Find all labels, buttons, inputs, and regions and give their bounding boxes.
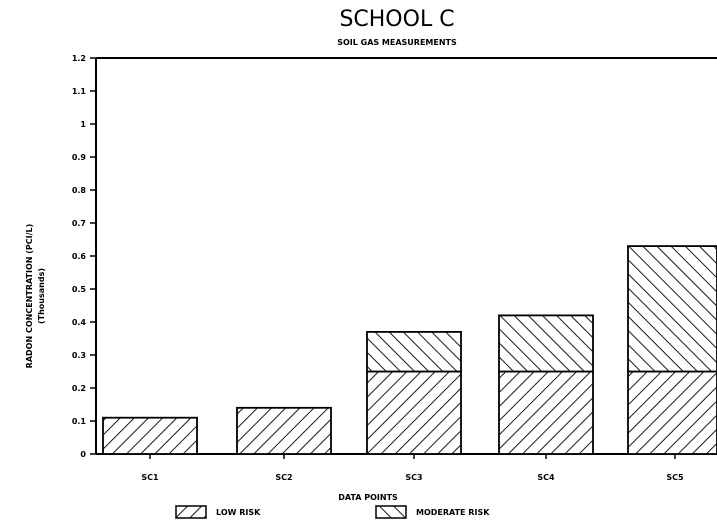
bar-sc5-low-risk [627, 370, 717, 455]
y-tick-label: 1 [80, 120, 86, 129]
chart-title: SCHOOL C [339, 7, 454, 32]
bar-sc4-moderate-risk [498, 314, 594, 373]
bar-sc3-low-risk [366, 370, 462, 455]
y-tick-label: 0.7 [72, 219, 86, 228]
y-tick-label: 0.1 [72, 417, 87, 426]
y-tick-label: 0.8 [72, 186, 87, 195]
bar-sc1-low-risk [102, 416, 198, 455]
y-tick-label: 0.2 [72, 384, 86, 393]
x-tick-labels: SC1 SC2 SC3 SC4 SC5 [141, 454, 684, 482]
y-tick-labels: 0 0.1 0.2 0.3 0.4 0.5 0.6 0.7 0.8 0.9 1 1.1 1.2 [72, 54, 96, 459]
y-tick-label: 0.3 [72, 351, 86, 360]
y-tick-label: 0.4 [72, 318, 87, 327]
bar-sc3-moderate-risk [366, 330, 462, 373]
bar-sc4-low-risk [498, 370, 594, 455]
y-tick-label: 0.6 [72, 252, 87, 261]
legend-low-risk-swatch [175, 505, 207, 519]
y-tick-label: 1.2 [72, 54, 86, 63]
bars [102, 245, 717, 455]
y-tick-label: 0 [80, 450, 86, 459]
legend-low-risk-label: LOW RISK [216, 508, 261, 517]
x-tick-label-sc4: SC4 [537, 473, 555, 482]
bar-sc2-low-risk [236, 406, 332, 455]
legend: LOW RISK MODERATE RISK [175, 505, 490, 519]
y-tick-label: 0.5 [72, 285, 87, 294]
x-axis-label: DATA POINTS [338, 493, 398, 502]
chart-subtitle: SOIL GAS MEASUREMENTS [337, 38, 457, 47]
y-axis-label: RADON CONCENTRATION (PCI/L) [25, 224, 34, 369]
x-tick-label-sc1: SC1 [141, 473, 159, 482]
x-tick-label-sc2: SC2 [275, 473, 292, 482]
legend-moderate-risk-label: MODERATE RISK [416, 508, 490, 517]
y-tick-label: 0.9 [72, 153, 87, 162]
y-axis-sublabel: (Thousands) [37, 268, 46, 324]
x-tick-label-sc5: SC5 [666, 473, 684, 482]
legend-moderate-risk-swatch [375, 505, 407, 519]
bar-sc5-moderate-risk [627, 245, 717, 373]
x-tick-label-sc3: SC3 [405, 473, 422, 482]
y-tick-label: 1.1 [72, 87, 87, 96]
